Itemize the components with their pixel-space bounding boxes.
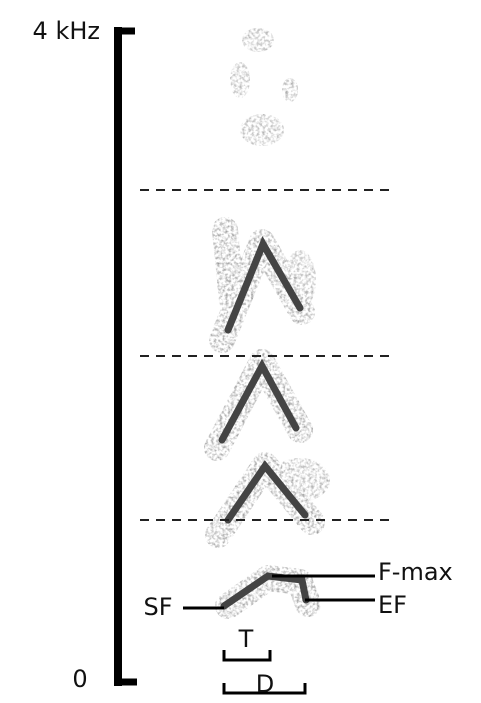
frequency-axis xyxy=(114,27,137,686)
ef-label: EF xyxy=(378,591,407,619)
axis-top-label: 4 kHz xyxy=(33,17,100,45)
d-label: D xyxy=(256,670,274,698)
annotation-lines xyxy=(183,576,375,693)
fmax-label: F-max xyxy=(378,558,453,586)
sf-label: SF xyxy=(143,593,172,621)
axis-bottom-label: 0 xyxy=(72,665,87,693)
t-label: T xyxy=(238,625,254,653)
spectrogram-figure: 4 kHz 0 SF F-max EF T D xyxy=(0,0,481,703)
